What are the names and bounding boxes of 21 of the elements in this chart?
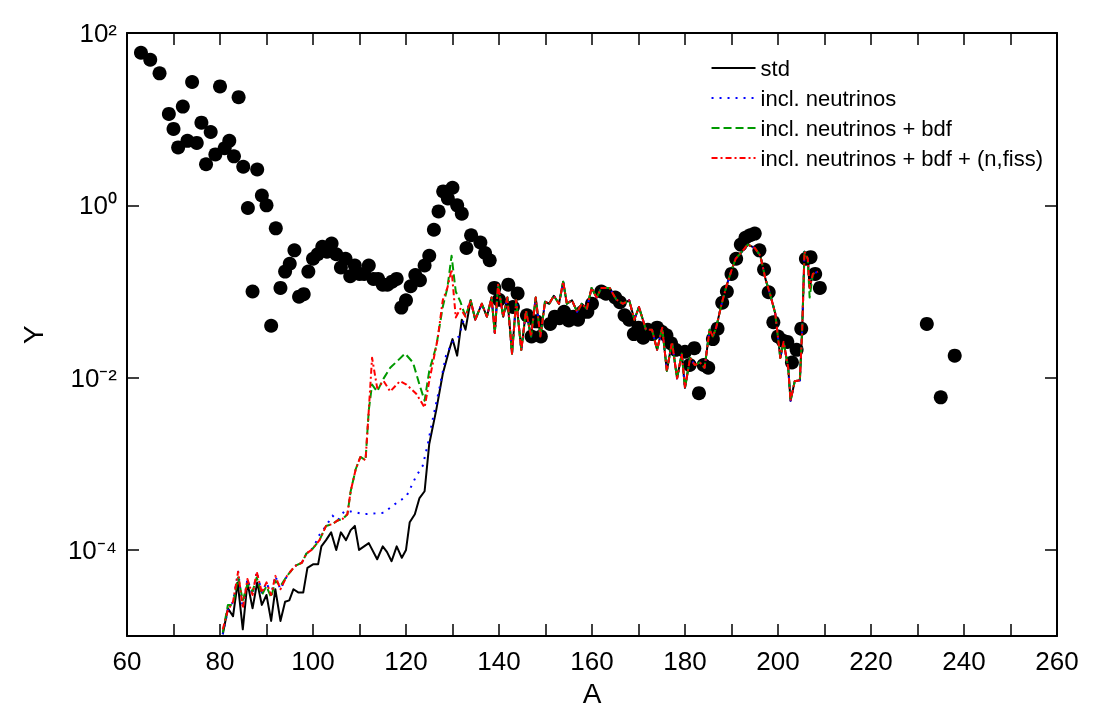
x-tick-label: 240 (942, 646, 986, 677)
legend-label: std (760, 55, 790, 81)
legend-label: incl. neutrinos + bdf + (n,fiss) (760, 145, 1043, 171)
x-tick-label: 200 (756, 646, 800, 677)
x-tick-label: 80 (205, 646, 235, 677)
y-tick-label: 10⁻² (70, 362, 118, 393)
x-tick-label: 220 (849, 646, 893, 677)
y-axis-title: Y (17, 324, 49, 344)
x-tick-label: 60 (112, 646, 142, 677)
x-tick-label: 160 (570, 646, 614, 677)
x-axis-title: A (582, 677, 602, 709)
x-tick-label: 120 (384, 646, 428, 677)
x-tick-label: 260 (1035, 646, 1079, 677)
y-tick-label: 10⁰ (79, 190, 117, 221)
legend-label: incl. neutrinos (760, 85, 897, 111)
y-tick-label: 10² (79, 18, 118, 48)
x-tick-label: 140 (477, 646, 521, 677)
y-tick-label: 10⁻⁴ (67, 534, 117, 565)
legend-label: incl. neutrinos + bdf (760, 115, 953, 141)
x-tick-label: 100 (291, 646, 335, 677)
x-tick-label: 180 (663, 646, 707, 677)
